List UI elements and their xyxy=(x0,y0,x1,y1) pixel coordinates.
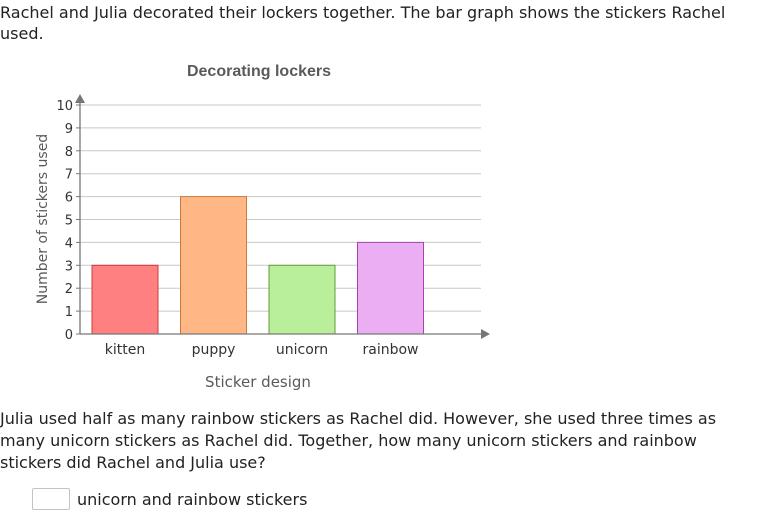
bar-kitten xyxy=(91,264,159,335)
bar-chart: Decorating lockers 0 1 2 3 4 5 6 7 8 9 10 kitten pu… xyxy=(35,63,490,391)
y-tick-label: 8 xyxy=(65,145,73,160)
x-category-label: kitten xyxy=(105,342,145,358)
y-axis-label: Number of stickers used xyxy=(35,134,51,304)
x-category-label: rainbow xyxy=(363,342,419,358)
x-category-label: unicorn xyxy=(276,342,328,358)
bar-puppy xyxy=(180,196,247,335)
answer-input[interactable] xyxy=(32,488,70,510)
x-axis-label: Sticker design xyxy=(205,373,311,391)
answer-unit-label: unicorn and rainbow stickers xyxy=(77,489,308,509)
bar-rainbow xyxy=(357,241,424,335)
y-tick-label: 5 xyxy=(65,214,73,229)
chart-title: Decorating lockers xyxy=(187,63,331,80)
y-tick-label: 1 xyxy=(65,305,73,320)
answer-row: unicorn and rainbow stickers xyxy=(32,488,307,510)
x-axis-arrow xyxy=(481,329,490,339)
y-tick-label: 0 xyxy=(65,328,73,343)
question-text: Julia used half as many rainbow stickers… xyxy=(0,409,717,472)
intro-text: Rachel and Julia decorated their lockers… xyxy=(0,3,726,43)
bar-unicorn xyxy=(268,264,336,335)
y-tick-label: 4 xyxy=(65,236,73,251)
y-tick-label: 6 xyxy=(65,191,73,206)
y-tick-label: 9 xyxy=(65,122,73,137)
y-axis-arrow xyxy=(75,94,85,103)
y-tick-labels: 0 1 2 3 4 5 6 7 8 9 10 xyxy=(56,99,73,343)
y-tick-label: 10 xyxy=(56,99,73,114)
y-tick-label: 7 xyxy=(65,168,73,183)
bars xyxy=(91,196,424,335)
x-category-label: puppy xyxy=(192,342,236,358)
category-labels: kitten puppy unicorn rainbow xyxy=(105,342,419,358)
y-tick-label: 3 xyxy=(65,259,73,274)
axes xyxy=(75,94,490,339)
y-tick-label: 2 xyxy=(65,282,73,297)
